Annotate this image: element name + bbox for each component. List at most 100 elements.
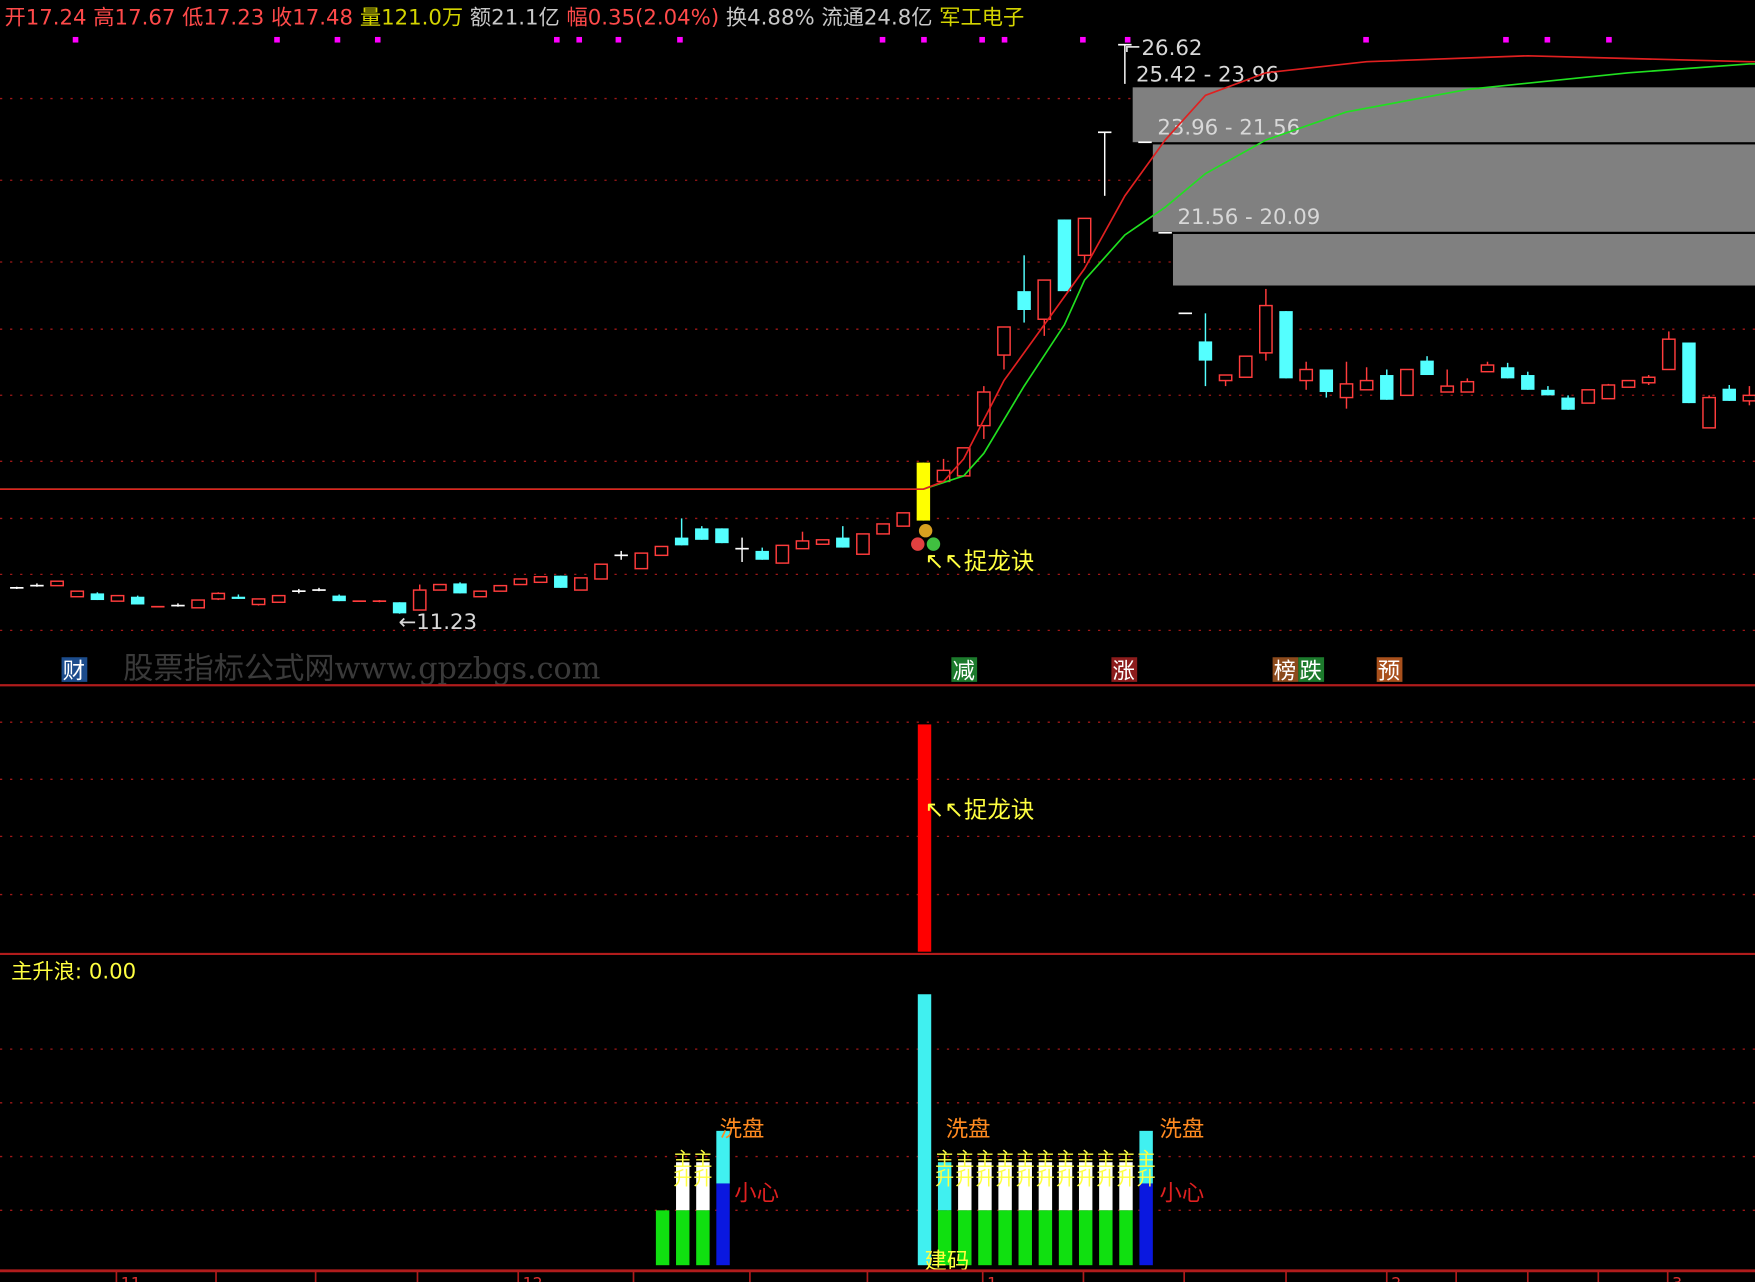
candle-body [1621,379,1636,388]
sector-link[interactable]: 军工电子 [939,6,1024,31]
candle [997,326,1011,370]
candle-body [1581,389,1596,404]
candle [1359,367,1374,391]
candle-body [110,594,125,602]
zone-label-3: 21.56 - 20.09 [1177,205,1320,230]
indicator-bar [998,1162,1012,1266]
candle-body [191,599,205,609]
candle-body [997,326,1011,356]
candle-body [916,462,931,521]
main-rise-label: 主升 [1096,1149,1115,1190]
candle [1238,355,1253,378]
watermark: 股票指标公式网www.gpzbgs.com [123,652,600,687]
candle [1299,361,1314,390]
candle [896,512,911,527]
main-rise-label: 主升 [693,1149,712,1190]
candle [533,576,548,584]
candle-body [90,593,105,601]
candle [1420,356,1434,376]
candle-body [715,528,729,544]
main-rise-label: 主升 [1056,1149,1075,1190]
bar-segment [1119,1162,1133,1211]
close-value: 收17.48 [271,6,353,31]
indicator-bars [655,994,1153,1266]
main-rise-label: 主升 [975,1149,994,1190]
candle [795,531,810,550]
tag-list[interactable]: 榜 [1274,659,1296,685]
indicator-bar [958,1162,972,1266]
candle-body [412,589,427,611]
candle [594,563,608,580]
candle [1601,383,1616,400]
bar-segment [1119,1210,1133,1266]
bar-segment [716,1183,730,1266]
zone-label-1: 25.42 - 23.96 [1136,63,1279,88]
candle-body [1661,338,1676,371]
candle-body [1500,367,1515,379]
candle [432,583,447,591]
tag-rise[interactable]: 涨 [1113,659,1135,685]
signal-balls-icon [911,523,941,551]
candle [1077,217,1092,264]
main-rise-label: 主升 [935,1149,954,1190]
bar-segment [716,1130,730,1184]
event-marker [1606,36,1612,43]
candle [513,578,528,586]
candle-body [473,590,488,598]
candle [453,582,467,594]
candle-body [432,583,447,591]
tag-fall[interactable]: 跌 [1299,659,1321,685]
candle [836,526,850,548]
candle [1097,131,1112,196]
candle [110,594,125,602]
axis-label: 1 [987,1274,997,1282]
candle [876,523,890,535]
bar-segment [1058,1162,1073,1211]
bar-segment [1038,1162,1053,1211]
candle [211,592,226,601]
candle-body [1238,355,1253,378]
indicator-bar [937,1162,952,1266]
candle-body [1339,383,1354,399]
event-marker [554,36,560,43]
bar-segment [1139,1130,1153,1184]
tag-reduce[interactable]: 减 [952,659,974,685]
candle-body [634,552,649,570]
x-axis-labels: 11 12 1 2 3 [121,1274,1682,1282]
candle [1319,369,1334,398]
candle [715,528,729,544]
candle [50,580,64,587]
event-marker [1080,36,1086,43]
event-marker [274,36,280,43]
candle-body [1641,376,1656,384]
wash-label: 洗盘 [1160,1116,1205,1142]
resistance-zones: 25.42 - 23.96 23.96 - 21.56 21.56 - 20.0… [1132,63,1755,286]
tag-finance[interactable]: 财 [63,659,85,685]
zone-box-2 [1152,144,1755,232]
bar-segment [998,1162,1012,1211]
candle-body [332,595,346,602]
candle [392,602,407,614]
indicator-bar [1058,1162,1073,1266]
zone-box-3 [1172,234,1755,286]
candle-body [50,580,64,587]
candle [292,588,306,594]
event-marker [576,36,583,43]
bar-segment [1018,1210,1032,1266]
candle-body [1299,368,1314,382]
candle-body [1359,379,1374,391]
candle [654,545,669,557]
candle-body [574,577,588,591]
main-rise-label: 主升 [673,1149,692,1190]
bar-segment [958,1210,972,1266]
candle [1339,361,1354,409]
tag-forecast[interactable]: 预 [1378,659,1400,685]
candle-body [1480,364,1495,373]
axis-label: 11 [121,1274,141,1282]
candle [372,600,387,603]
candle [1500,362,1515,379]
signal-label-middle: ↖↖捉龙诀 [925,795,1035,823]
candle-body [1702,396,1716,429]
event-marker [1544,36,1551,43]
